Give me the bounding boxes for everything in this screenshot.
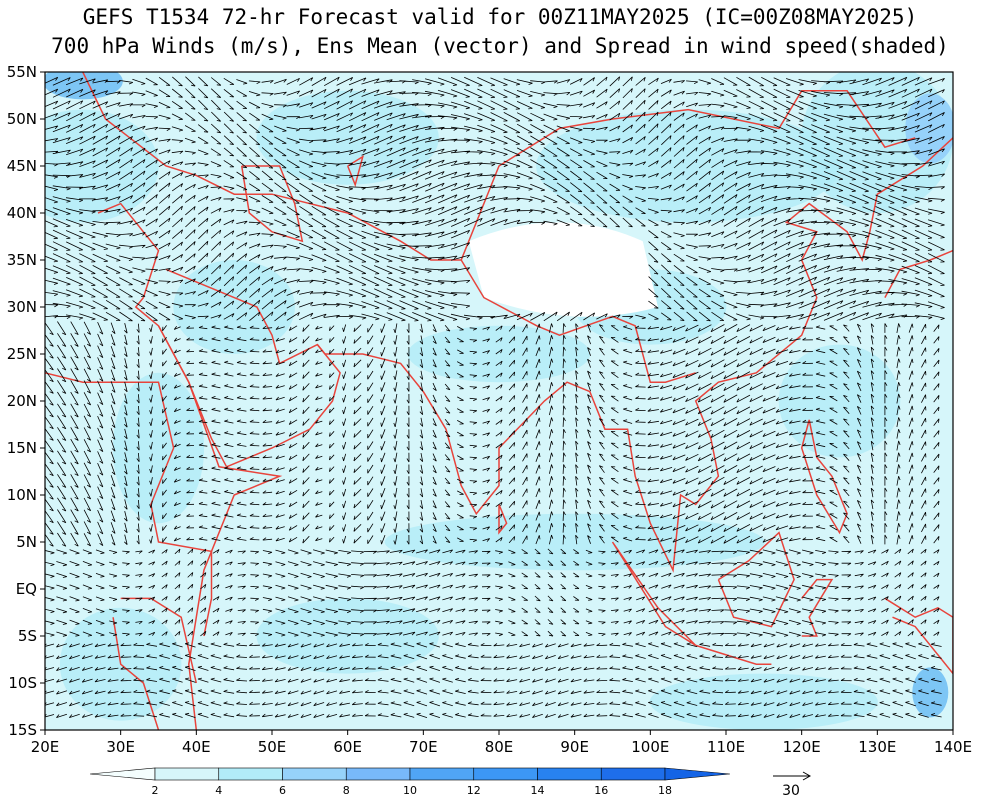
lat-label: 40N	[7, 204, 37, 222]
colorbar-box	[537, 767, 602, 781]
colorbar-box	[154, 767, 220, 781]
lon-label: 140E	[934, 738, 972, 756]
colorbar-label: 6	[279, 784, 286, 797]
colorbar-box	[345, 767, 411, 781]
lon-label: 50E	[258, 738, 287, 756]
lon-label: 70E	[409, 738, 438, 756]
colorbar-label: 18	[658, 784, 672, 797]
lat-label: 25N	[7, 345, 37, 363]
lat-label: 15N	[7, 439, 37, 457]
lat-label: 55N	[7, 63, 37, 81]
spread-blob	[912, 667, 949, 718]
lat-label: EQ	[16, 580, 37, 598]
spread-blob	[536, 109, 841, 223]
lon-label: 110E	[707, 738, 745, 756]
spread-blob	[45, 72, 123, 100]
plateau-mask	[468, 222, 658, 317]
lon-label: 60E	[333, 738, 362, 756]
lon-label: 100E	[631, 738, 669, 756]
coastline	[97, 202, 160, 298]
coastline	[498, 504, 508, 535]
lat-label: 10S	[8, 674, 37, 692]
coastline	[884, 249, 953, 298]
lat-label: 5S	[18, 627, 37, 645]
lat-label: 5N	[16, 533, 37, 551]
lon-label: 80E	[485, 738, 514, 756]
reference-vector-label: 30	[782, 783, 800, 799]
lat-label: 10N	[7, 486, 37, 504]
lat-label: 30N	[7, 298, 37, 316]
colorbar-box	[282, 767, 347, 781]
colorbar-box	[600, 767, 666, 781]
spread-blob	[407, 325, 591, 383]
wind-vectors	[45, 76, 945, 718]
colorbar-label: 12	[467, 784, 481, 797]
spread-blob	[778, 344, 901, 458]
colorbar-label: 4	[215, 784, 222, 797]
colorbar-box	[473, 767, 538, 781]
coastlines	[45, 72, 953, 730]
spread-blob	[905, 93, 953, 164]
coastline	[112, 617, 160, 730]
colorbar-label: 8	[343, 784, 350, 797]
colorbar-label: 14	[531, 784, 545, 797]
coastline	[695, 644, 772, 665]
coastline	[347, 154, 365, 188]
lat-label: 45N	[7, 157, 37, 175]
colorbar-label: 2	[152, 784, 159, 797]
lat-label: 50N	[7, 110, 37, 128]
title: GEFS T1534 72-hr Forecast valid for 00Z1…	[83, 5, 917, 29]
coastline	[717, 531, 795, 628]
lat-label: 20N	[7, 392, 37, 410]
colorbar-label: 16	[594, 784, 608, 797]
coastline	[316, 137, 953, 573]
lon-label: 20E	[31, 738, 60, 756]
coastline	[800, 419, 848, 535]
lon-label: 40E	[182, 738, 211, 756]
coastline	[45, 372, 213, 637]
coastline	[240, 165, 304, 243]
lat-label: 35N	[7, 251, 37, 269]
lon-label: 130E	[858, 738, 896, 756]
spread-blob	[256, 90, 439, 185]
coastline	[134, 297, 283, 730]
lon-label: 90E	[560, 738, 589, 756]
lon-label: 30E	[106, 738, 135, 756]
coastline	[120, 597, 198, 684]
subtitle: 700 hPa Winds (m/s), Ens Mean (vector) a…	[51, 34, 949, 58]
coastline	[460, 259, 696, 383]
colorbar-box	[409, 767, 475, 781]
colorbar-right-end	[664, 767, 731, 781]
map-area	[45, 72, 953, 730]
reference-vector-head	[802, 771, 812, 781]
coastline	[157, 268, 341, 468]
colorbar-left-end	[89, 767, 156, 781]
colorbar: 2 4 6 8 10 12 14 16 18	[89, 767, 731, 797]
spread-blob	[384, 513, 765, 571]
lon-label: 120E	[783, 738, 821, 756]
colorbar-box	[218, 767, 283, 781]
lat-label: 15S	[8, 721, 37, 739]
colorbar-label: 10	[403, 784, 417, 797]
spread-blob	[112, 372, 205, 524]
coastline	[884, 597, 953, 675]
